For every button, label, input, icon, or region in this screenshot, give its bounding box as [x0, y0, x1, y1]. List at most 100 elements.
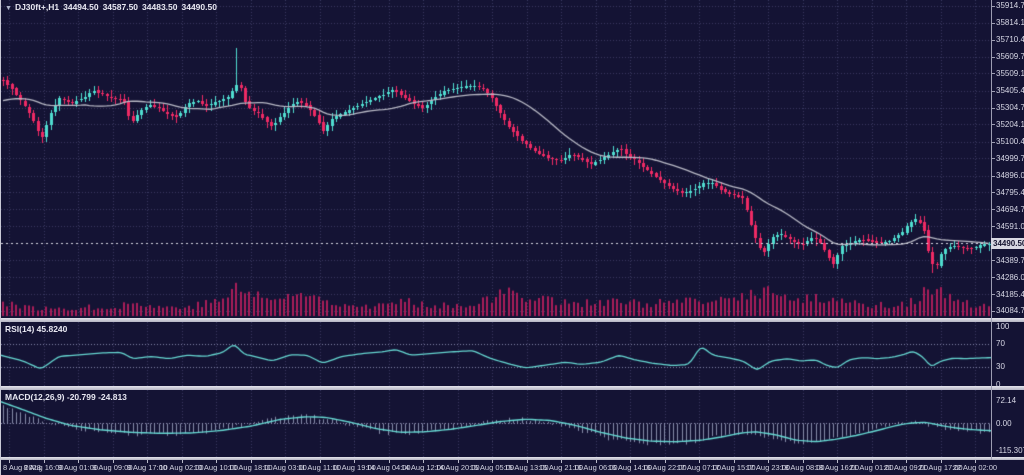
time-axis-label: 9 Aug 17:00	[126, 463, 168, 472]
price-axis-tick	[991, 23, 995, 24]
time-axis-tick	[147, 460, 148, 463]
time-axis-label: 9 Aug 09:00	[92, 463, 133, 472]
price-axis-tick	[991, 73, 995, 74]
macd-axis-label: -115.307	[996, 445, 1024, 455]
price-axis-label: 34084.75	[996, 306, 1024, 316]
time-axis-label: 8 Aug 16:00	[23, 463, 64, 472]
pane-separator[interactable]	[1, 386, 1024, 390]
price-chart-canvas[interactable]	[1, 0, 991, 318]
time-axis-tick	[561, 460, 562, 463]
time-axis-label: 11 Aug 19:00	[332, 463, 376, 472]
price-axis-tick	[991, 277, 995, 278]
price-axis-tick	[991, 124, 995, 125]
time-axis-tick	[734, 460, 735, 463]
time-axis-tick	[113, 460, 114, 463]
time-axis-tick	[768, 460, 769, 463]
time-axis-label: 21 Aug 09:00	[883, 463, 929, 472]
ohlc-open: 34494.50	[63, 2, 99, 12]
time-axis-tick	[78, 460, 79, 463]
time-axis-label: 22 Aug 02:00	[952, 463, 998, 472]
time-axis-label: 15 Aug 13:00	[504, 463, 549, 472]
pane-separator[interactable]	[1, 457, 1024, 460]
time-axis-tick	[458, 460, 459, 463]
time-axis-tick	[975, 460, 976, 463]
price-axis-label: 35814.10	[996, 18, 1024, 28]
price-axis-label: 34389.75	[996, 255, 1024, 265]
pane-separator[interactable]	[1, 318, 1024, 322]
price-axis-tick	[991, 294, 995, 295]
ohlc-close: 34490.50	[181, 2, 217, 12]
price-axis-label: 34286.05	[996, 272, 1024, 282]
time-axis-tick	[527, 460, 528, 463]
time-axis-tick	[630, 460, 631, 463]
rsi-pane-label: RSI(14) 45.8240	[5, 324, 68, 334]
time-axis-tick	[44, 460, 45, 463]
time-axis-tick	[837, 460, 838, 463]
time-axis-label: 14 Aug 04:00	[366, 463, 411, 472]
time-axis-label: 17 Aug 15:00	[711, 463, 756, 472]
price-axis-label: 35914.75	[996, 1, 1024, 11]
price-axis-tick	[991, 226, 995, 227]
price-axis-tick	[991, 158, 995, 159]
time-axis-tick	[389, 460, 390, 463]
time-axis-label: 9 Aug 01:00	[57, 463, 99, 472]
price-axis-label: 35204.10	[996, 119, 1024, 129]
price-axis-tick	[991, 176, 995, 177]
price-axis-label: 35405.40	[996, 86, 1024, 96]
time-axis-tick	[492, 460, 493, 463]
time-axis-tick	[285, 460, 286, 463]
price-axis-tick	[991, 6, 995, 7]
time-axis-tick	[665, 460, 666, 463]
time-axis-label: 17 Aug 07:00	[676, 463, 722, 472]
chart-title: ▼ DJ30ft+,H1 34494.50 34587.50 34483.50 34490…	[5, 2, 217, 12]
price-axis-tick	[991, 311, 995, 312]
ohlc-low: 34483.50	[142, 2, 178, 12]
time-axis-label: 8 Aug 2023	[3, 463, 41, 472]
time-axis-tick	[182, 460, 183, 463]
macd-axis-label: 72.14	[996, 395, 1017, 405]
price-axis-label: 34185.40	[996, 289, 1024, 299]
price-axis-label: 34591.05	[996, 221, 1024, 231]
rsi-axis-label: 0	[996, 379, 1001, 389]
time-axis-label: 10 Aug 18:00	[228, 463, 273, 472]
price-axis-tick	[991, 260, 995, 261]
macd-indicator-canvas[interactable]	[1, 390, 991, 457]
time-axis-label: 10 Aug 02:00	[159, 463, 204, 472]
time-axis-tick	[216, 460, 217, 463]
time-axis-label: 14 Aug 20:00	[435, 463, 480, 472]
time-axis-tick	[872, 460, 873, 463]
price-axis-label: 35609.75	[996, 52, 1024, 62]
symbol-menu-icon[interactable]: ▼	[5, 5, 12, 12]
symbol-name: DJ30ft+,H1	[14, 2, 60, 12]
price-axis-tick	[991, 108, 995, 109]
time-axis-label: 18 Aug 08:00	[780, 463, 825, 472]
price-axis-tick	[991, 192, 995, 193]
rsi-axis-label: 30	[996, 362, 1005, 372]
time-axis-label: 11 Aug 03:00	[263, 463, 307, 472]
price-axis-tick	[991, 209, 995, 210]
price-axis-border	[991, 0, 992, 460]
price-axis-label: 34694.75	[996, 204, 1024, 214]
price-axis-label: 35304.75	[996, 103, 1024, 113]
time-axis-tick	[906, 460, 907, 463]
time-axis-label: 21 Aug 17:00	[918, 463, 963, 472]
price-axis-tick	[991, 91, 995, 92]
price-axis-tick	[991, 40, 995, 41]
price-axis-label: 35509.10	[996, 68, 1024, 78]
price-axis-tick	[991, 142, 995, 143]
time-axis-tick	[251, 460, 252, 463]
ohlc-high: 34587.50	[102, 2, 139, 12]
rsi-axis-label: 70	[996, 339, 1005, 349]
time-axis-tick	[803, 460, 804, 463]
time-axis-label: 10 Aug 10:00	[193, 463, 239, 472]
time-axis-tick	[9, 460, 10, 463]
time-axis-label: 16 Aug 06:00	[573, 463, 618, 472]
time-axis-label: 17 Aug 23:00	[745, 463, 791, 472]
time-axis-label: 15 Aug 21:00	[538, 463, 584, 472]
rsi-indicator-canvas[interactable]	[1, 322, 991, 386]
price-axis-tick	[991, 57, 995, 58]
macd-pane-label: MACD(12,26,9) -20.799 -24.813	[5, 392, 127, 402]
time-axis-label: 18 Aug 16:00	[814, 463, 860, 472]
rsi-axis-label: 100	[996, 322, 1010, 331]
